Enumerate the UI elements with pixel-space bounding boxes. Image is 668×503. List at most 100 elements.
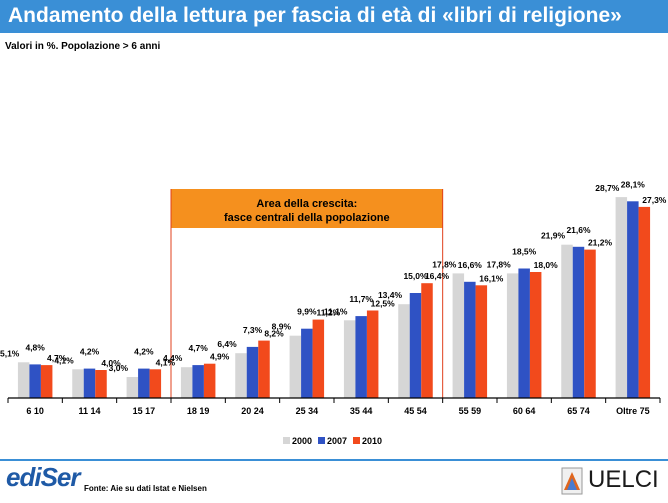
bar-2007-1 (83, 368, 96, 398)
title-bar: Andamento della lettura per fascia di et… (0, 0, 668, 33)
legend-label: 2010 (362, 436, 382, 446)
bar-2010-0 (40, 365, 53, 398)
data-label: 4,7% (188, 343, 208, 353)
bar-2007-3 (192, 365, 204, 398)
x-tick-label: 55 59 (459, 406, 482, 416)
data-label: 16,4% (425, 271, 450, 281)
annotation-title: Area della crescita: (256, 198, 357, 210)
data-label: 21,6% (566, 225, 591, 235)
bar-2000-6 (343, 320, 356, 398)
data-label: 4,0% (101, 358, 121, 368)
bar-2007-6 (355, 316, 367, 398)
data-label: 21,2% (588, 238, 613, 248)
bar-2000-0 (17, 362, 30, 398)
data-label: 16,6% (458, 260, 483, 270)
legend-label: 2007 (327, 436, 347, 446)
bar-chart: Area della crescita: fasce centrali della… (0, 179, 667, 446)
bar-2010-10 (584, 249, 596, 398)
data-label: 4,9% (210, 352, 230, 362)
bar-2000-1 (72, 369, 84, 398)
legend-label: 2000 (292, 436, 312, 446)
bar-2007-8 (464, 281, 476, 398)
data-label: 4,1% (54, 355, 74, 365)
bar-2010-3 (203, 363, 216, 398)
data-label: 9,9% (297, 307, 317, 317)
bar-2000-4 (235, 353, 247, 398)
annotation-subtitle: fasce centrali della popolazione (224, 212, 390, 224)
bar-2010-11 (638, 206, 651, 398)
data-label: 4,4% (163, 353, 183, 363)
uelci-logo-icon (561, 467, 583, 495)
x-tick-label: 11 14 (78, 406, 100, 416)
bar-2007-4 (246, 346, 259, 398)
data-label: 8,9% (272, 322, 292, 332)
data-label: 28,1% (621, 179, 646, 189)
source-note: Fonte: Aie su dati Istat e Nielsen (84, 484, 207, 493)
bar-2000-9 (506, 273, 519, 398)
legend-swatch-2000 (283, 437, 290, 444)
data-label: 6,4% (217, 339, 237, 349)
data-label: 13,4% (378, 290, 403, 300)
data-label: 4,8% (25, 342, 45, 352)
ediser-logo: ediSer (6, 462, 80, 492)
bar-2007-7 (409, 293, 422, 398)
bar-2000-5 (289, 335, 302, 398)
bar-2000-8 (452, 273, 465, 398)
data-label: 12,5% (371, 299, 396, 309)
x-tick-label: 35 44 (350, 406, 373, 416)
bar-2007-2 (138, 368, 150, 398)
data-label: 4,2% (80, 347, 100, 357)
x-tick-label: 65 74 (567, 406, 590, 416)
bar-2007-11 (627, 201, 639, 398)
data-label: 16,1% (479, 273, 504, 283)
data-label: 17,8% (487, 259, 512, 269)
bar-2010-2 (149, 369, 162, 398)
data-label: 8,2% (264, 329, 284, 339)
bar-2007-5 (301, 328, 313, 398)
data-label: 17,8% (432, 259, 457, 269)
x-tick-label: 45 54 (404, 406, 427, 416)
data-label: 18,5% (512, 247, 537, 257)
bar-2010-4 (258, 340, 270, 398)
x-tick-label: 15 17 (133, 406, 156, 416)
bar-2010-8 (475, 285, 488, 398)
data-label: 11,2% (317, 308, 341, 318)
data-label: 18,0% (534, 260, 559, 270)
bar-2010-7 (421, 283, 433, 398)
x-tick-label: 18 19 (187, 406, 210, 416)
x-tick-label: 6 10 (26, 406, 44, 416)
x-tick-label: 25 34 (296, 406, 319, 416)
legend-swatch-2010 (353, 437, 360, 444)
data-label: 3,0% (109, 363, 129, 373)
data-label: 4,7% (47, 353, 67, 363)
bar-2010-1 (95, 370, 107, 398)
bar-2007-10 (572, 246, 585, 398)
data-label: 5,1% (0, 348, 20, 358)
uelci-logo-text: UELCI (588, 466, 659, 493)
data-label: 7,3% (243, 325, 263, 335)
bar-2007-0 (29, 364, 41, 398)
data-label: 4,2% (134, 347, 154, 357)
data-label: 11,1% (324, 306, 348, 316)
data-label: 21,9% (541, 231, 566, 241)
x-tick-label: 20 24 (241, 406, 264, 416)
x-tick-label: Oltre 75 (616, 406, 650, 416)
data-label: 4,1% (156, 357, 176, 367)
legend-swatch-2007 (318, 437, 325, 444)
bar-2000-2 (126, 377, 139, 398)
bar-2010-6 (366, 310, 379, 398)
bar-2010-5 (312, 319, 325, 398)
data-label: 11,7% (349, 294, 373, 304)
annotation-box (171, 189, 443, 228)
bar-2000-7 (398, 304, 410, 398)
bar-2007-9 (518, 268, 530, 398)
x-tick-label: 60 64 (513, 406, 536, 416)
chart-subtitle: Valori in %. Popolazione > 6 anni (5, 41, 161, 52)
data-label: 27,3% (642, 195, 667, 205)
bar-2010-9 (529, 272, 542, 398)
data-label: 15,0% (403, 271, 428, 281)
footer-divider (0, 459, 668, 461)
bar-2000-10 (561, 244, 573, 398)
bar-2000-3 (180, 367, 193, 398)
bar-2000-11 (615, 197, 628, 398)
